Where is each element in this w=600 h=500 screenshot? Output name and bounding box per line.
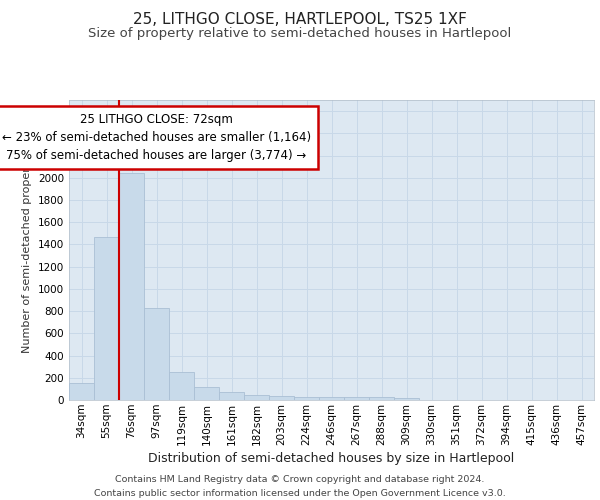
Bar: [319, 396, 344, 400]
Bar: [119, 174, 144, 400]
Text: 25 LITHGO CLOSE: 72sqm
← 23% of semi-detached houses are smaller (1,164)
75% of : 25 LITHGO CLOSE: 72sqm ← 23% of semi-det…: [2, 114, 311, 162]
Bar: [144, 308, 169, 400]
Bar: [194, 387, 219, 400]
Bar: [69, 384, 94, 400]
Text: 25, LITHGO CLOSE, HARTLEPOOL, TS25 1XF: 25, LITHGO CLOSE, HARTLEPOOL, TS25 1XF: [133, 12, 467, 28]
Bar: [94, 236, 119, 400]
Bar: [169, 372, 194, 400]
Bar: [369, 397, 394, 400]
Bar: [244, 395, 269, 400]
Text: Size of property relative to semi-detached houses in Hartlepool: Size of property relative to semi-detach…: [88, 28, 512, 40]
Text: Contains HM Land Registry data © Crown copyright and database right 2024.
Contai: Contains HM Land Registry data © Crown c…: [94, 476, 506, 498]
Bar: [294, 396, 319, 400]
Bar: [219, 392, 244, 400]
X-axis label: Distribution of semi-detached houses by size in Hartlepool: Distribution of semi-detached houses by …: [148, 452, 515, 465]
Bar: [269, 396, 294, 400]
Y-axis label: Number of semi-detached properties: Number of semi-detached properties: [22, 147, 32, 353]
Bar: [394, 398, 419, 400]
Bar: [344, 396, 369, 400]
